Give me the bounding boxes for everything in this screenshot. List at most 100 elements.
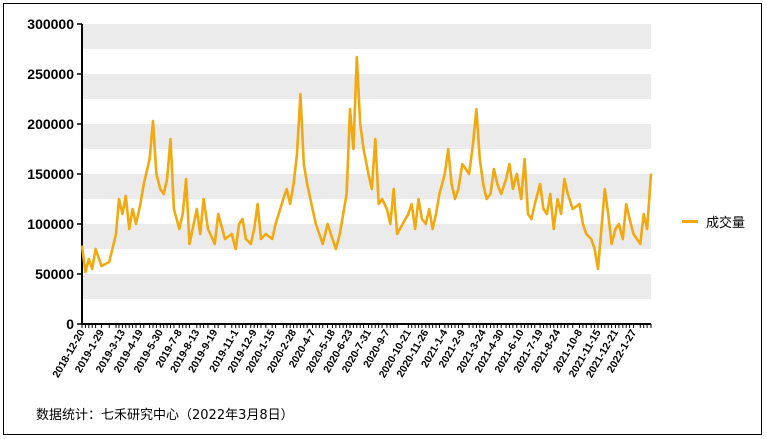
- data-point: [371, 188, 373, 190]
- data-point: [431, 228, 434, 230]
- data-point: [489, 193, 492, 195]
- data-point: [560, 213, 562, 215]
- data-point: [342, 213, 344, 215]
- data-point: [578, 203, 581, 205]
- data-point: [603, 188, 606, 190]
- data-point: [585, 233, 588, 235]
- data-point: [271, 238, 273, 240]
- data-point: [435, 213, 437, 215]
- data-point: [274, 223, 277, 225]
- data-point: [542, 208, 545, 210]
- data-point: [302, 163, 305, 165]
- data-point: [508, 163, 511, 165]
- data-point: [546, 213, 548, 215]
- data-point: [292, 183, 295, 185]
- data-point: [597, 268, 599, 270]
- y-tick-label: 100000: [27, 216, 74, 232]
- data-point: [162, 193, 165, 195]
- data-point: [632, 233, 635, 235]
- data-point: [296, 153, 298, 155]
- y-tick-label: 300000: [27, 16, 74, 32]
- data-point: [515, 173, 518, 175]
- data-point: [318, 233, 321, 235]
- data-point: [299, 93, 302, 95]
- data-point: [188, 243, 191, 245]
- data-point: [152, 120, 154, 122]
- grid-band: [82, 24, 651, 49]
- data-point: [311, 208, 314, 210]
- data-point: [614, 228, 617, 230]
- data-point: [646, 228, 648, 230]
- chart-legend: 成交量: [682, 212, 745, 231]
- data-point: [563, 178, 566, 180]
- data-point: [493, 168, 495, 170]
- data-point: [331, 238, 334, 240]
- data-point: [195, 208, 198, 210]
- data-point: [94, 248, 97, 250]
- data-point: [352, 148, 355, 150]
- data-point: [421, 218, 423, 220]
- data-point: [345, 193, 348, 195]
- data-point: [590, 238, 592, 240]
- data-point: [335, 248, 337, 250]
- y-tick-label: 250000: [27, 66, 74, 82]
- data-point: [81, 245, 83, 247]
- data-point: [245, 238, 247, 240]
- data-point: [472, 143, 474, 145]
- data-point: [265, 233, 267, 235]
- legend-label: 成交量: [706, 216, 746, 231]
- data-point: [213, 243, 216, 245]
- data-point: [425, 223, 427, 225]
- data-point: [108, 261, 111, 263]
- data-point: [321, 243, 324, 245]
- data-point: [166, 178, 168, 180]
- data-point: [185, 178, 187, 180]
- data-point: [618, 223, 620, 225]
- data-point: [118, 198, 120, 200]
- data-point: [285, 188, 288, 190]
- data-point: [159, 188, 162, 190]
- data-point: [148, 158, 151, 160]
- data-point: [238, 223, 240, 225]
- y-tick-label: 200000: [27, 116, 74, 132]
- data-point: [523, 158, 526, 160]
- data-point: [479, 158, 481, 160]
- data-point: [539, 183, 541, 185]
- data-point: [482, 183, 485, 185]
- data-point: [610, 243, 613, 245]
- data-point: [374, 138, 377, 140]
- data-point: [155, 173, 158, 175]
- data-point: [224, 238, 226, 240]
- grid-band: [82, 174, 651, 199]
- data-point: [650, 173, 652, 175]
- data-point: [443, 173, 446, 175]
- data-point: [500, 193, 503, 195]
- data-point: [230, 233, 233, 235]
- data-point: [639, 243, 642, 245]
- data-point: [142, 183, 145, 185]
- data-point: [217, 213, 219, 215]
- data-point: [389, 223, 392, 225]
- data-point: [571, 208, 574, 210]
- data-point: [306, 183, 308, 185]
- data-point: [621, 238, 624, 240]
- data-point: [457, 188, 460, 190]
- data-point: [355, 56, 358, 58]
- data-point: [135, 223, 137, 225]
- source-footnote: 数据统计：七禾研究中心（2022年3月8日）: [36, 408, 294, 423]
- data-point: [527, 213, 529, 215]
- data-point: [556, 198, 559, 200]
- data-point: [256, 203, 259, 205]
- data-point: [567, 193, 569, 195]
- data-point: [530, 218, 533, 220]
- data-point: [475, 108, 478, 110]
- series-line-chengjiaoliang: [80, 55, 653, 274]
- y-tick-label: 150000: [27, 166, 74, 182]
- data-point: [512, 188, 514, 190]
- data-point: [549, 193, 552, 195]
- data-point: [253, 228, 255, 230]
- data-point: [260, 238, 262, 240]
- data-point: [410, 203, 413, 205]
- data-point: [88, 258, 90, 260]
